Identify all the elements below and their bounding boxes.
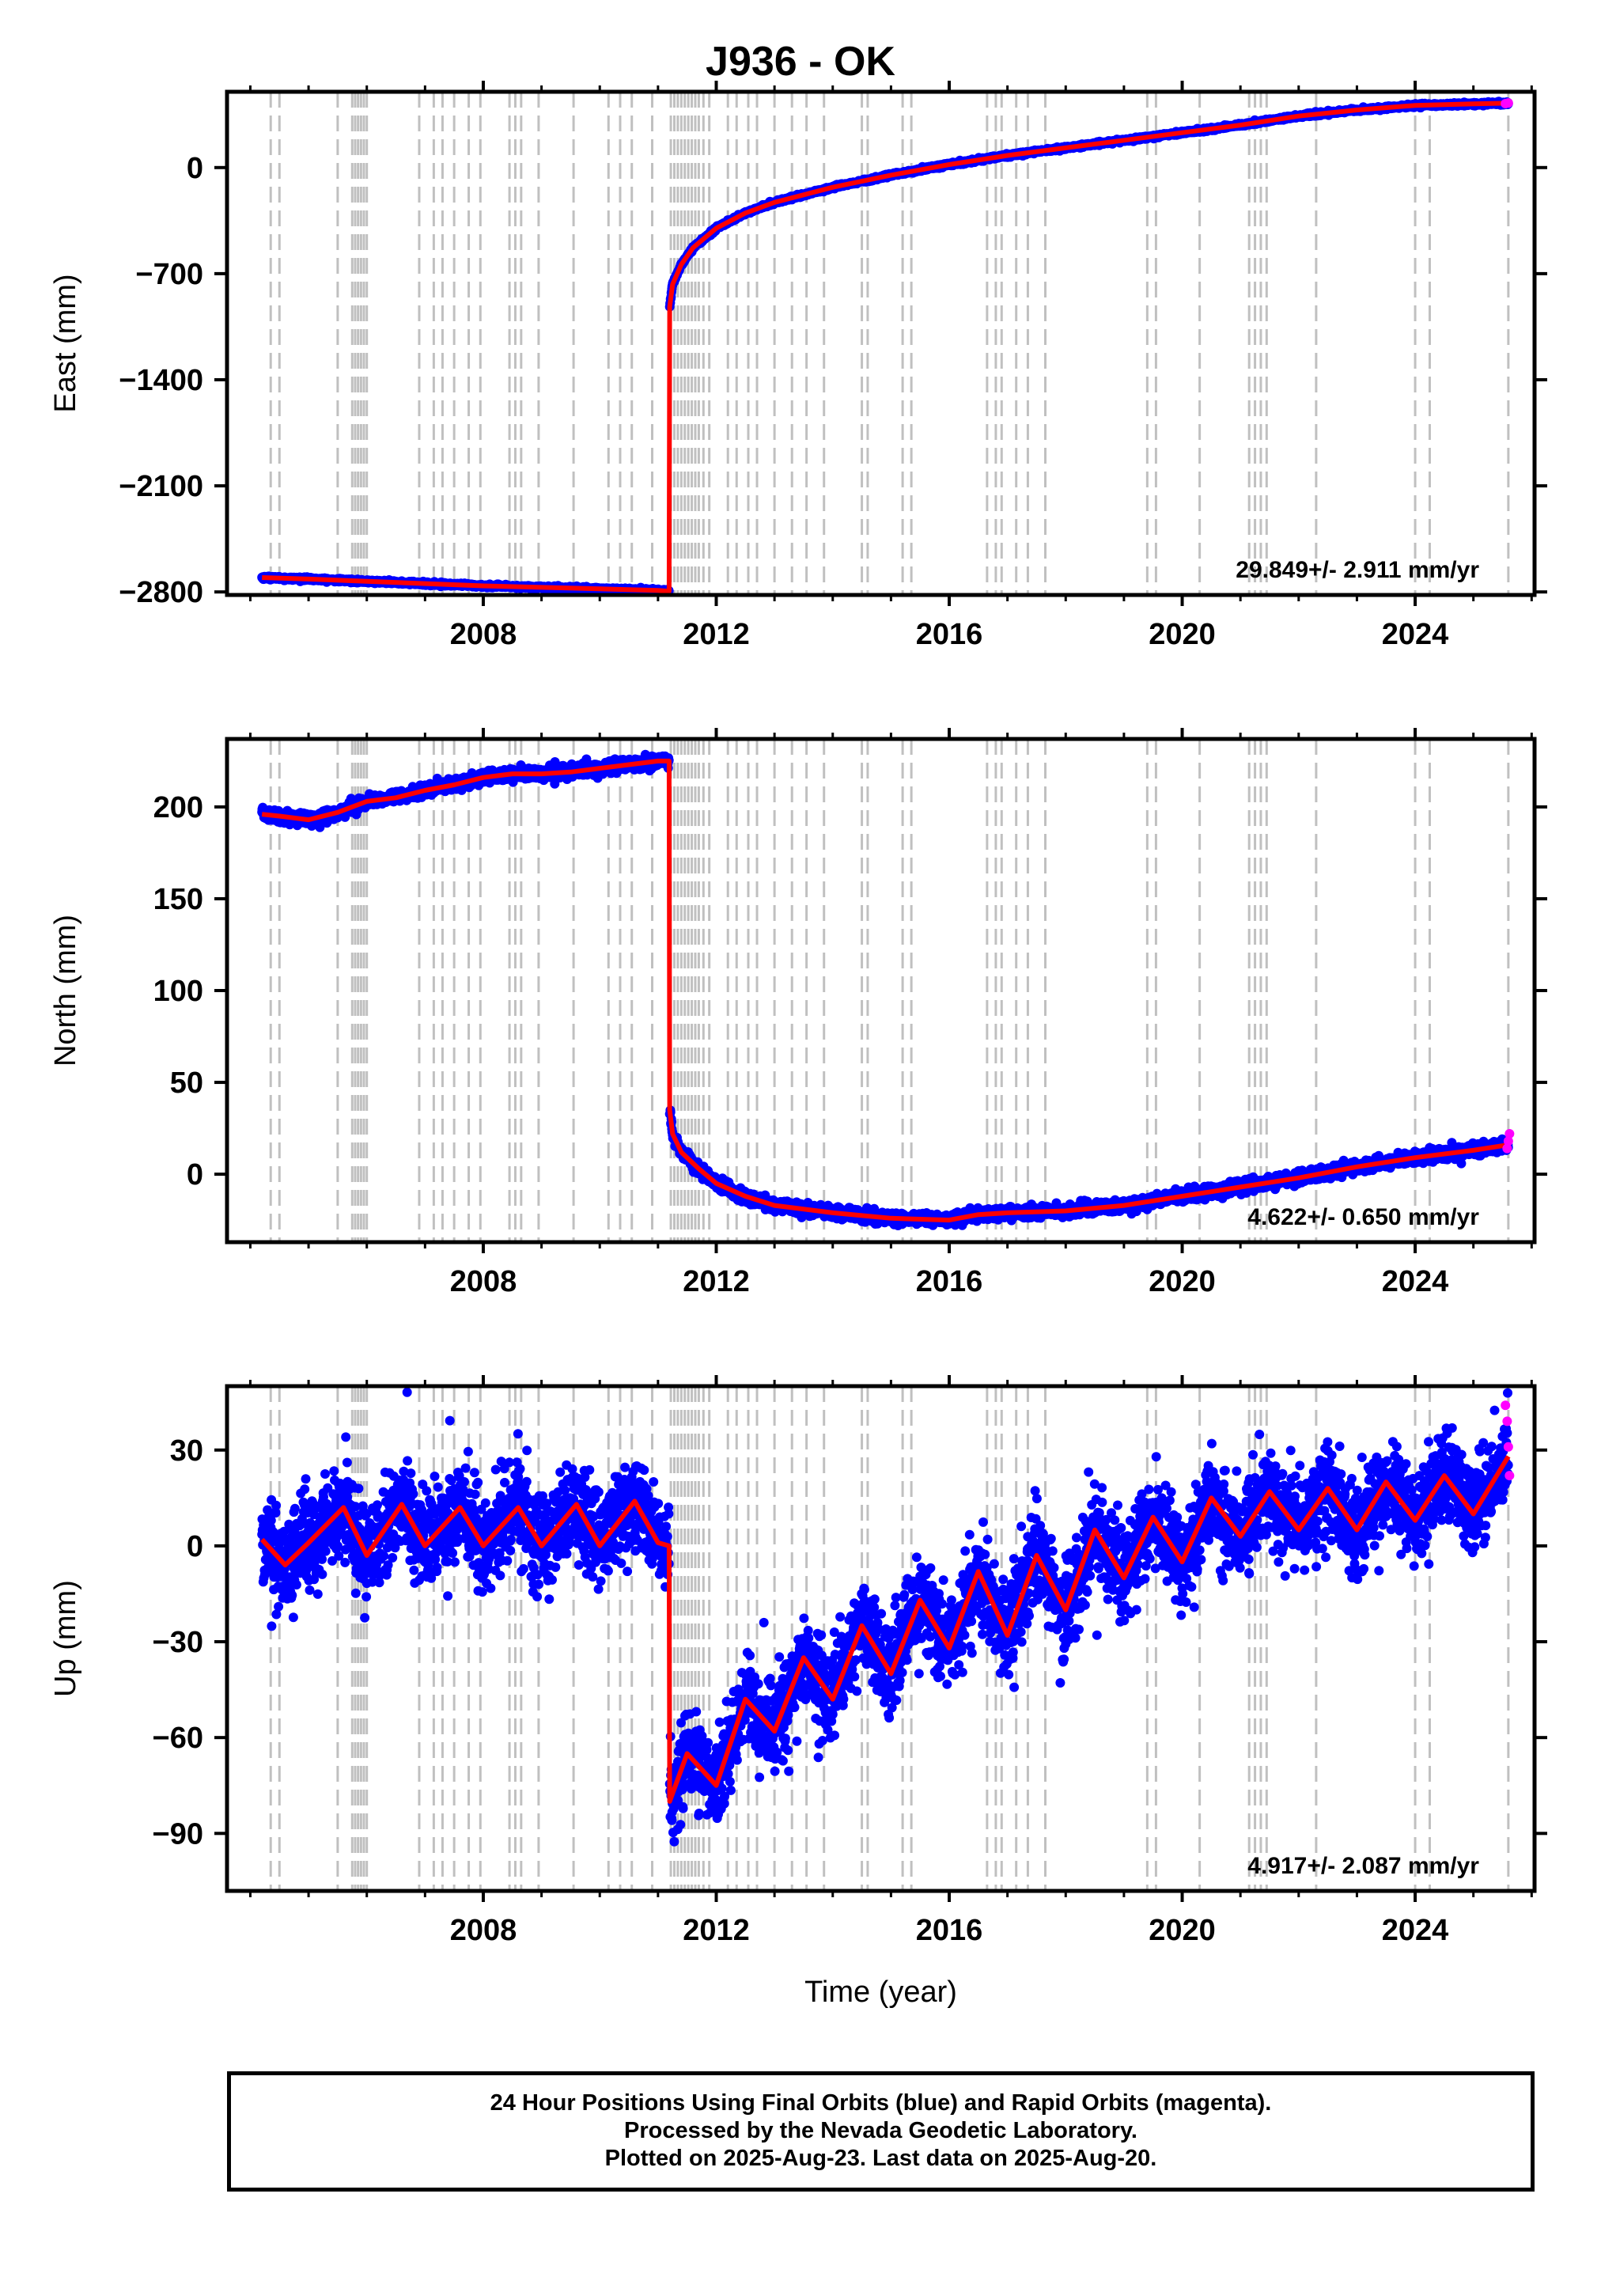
x-tick-label: 2024 [1382, 618, 1449, 651]
y-tick-label: −700 [135, 258, 203, 291]
x-tick-label: 2020 [1149, 618, 1216, 651]
x-tick-label: 2008 [450, 618, 517, 651]
rate-label: 29.849+/- 2.911 mm/yr [1236, 557, 1479, 583]
y-tick-label: −2800 [119, 576, 203, 609]
y-tick-label: −2100 [119, 470, 203, 503]
y-tick-label: −1400 [119, 364, 203, 397]
panel-frame [225, 89, 1537, 597]
event-lines [269, 739, 1510, 1242]
rapid-orbit-points [1501, 98, 1513, 108]
event-lines [269, 92, 1510, 595]
y-tick-label: 0 [187, 152, 203, 185]
final-orbit-points [257, 97, 1513, 595]
model-fit-line [262, 100, 1508, 594]
final-orbit-points [257, 749, 1513, 1230]
x-tick-label: 2012 [683, 618, 750, 651]
panel-east: 2008 2012 2016 2020 2024 0 −700 −1400 −2100 −2800… [49, 81, 1547, 651]
y-axis-label: East (mm) [49, 274, 82, 412]
x-tick-label: 2016 [916, 618, 983, 651]
rapid-orbit-point [1503, 98, 1513, 108]
